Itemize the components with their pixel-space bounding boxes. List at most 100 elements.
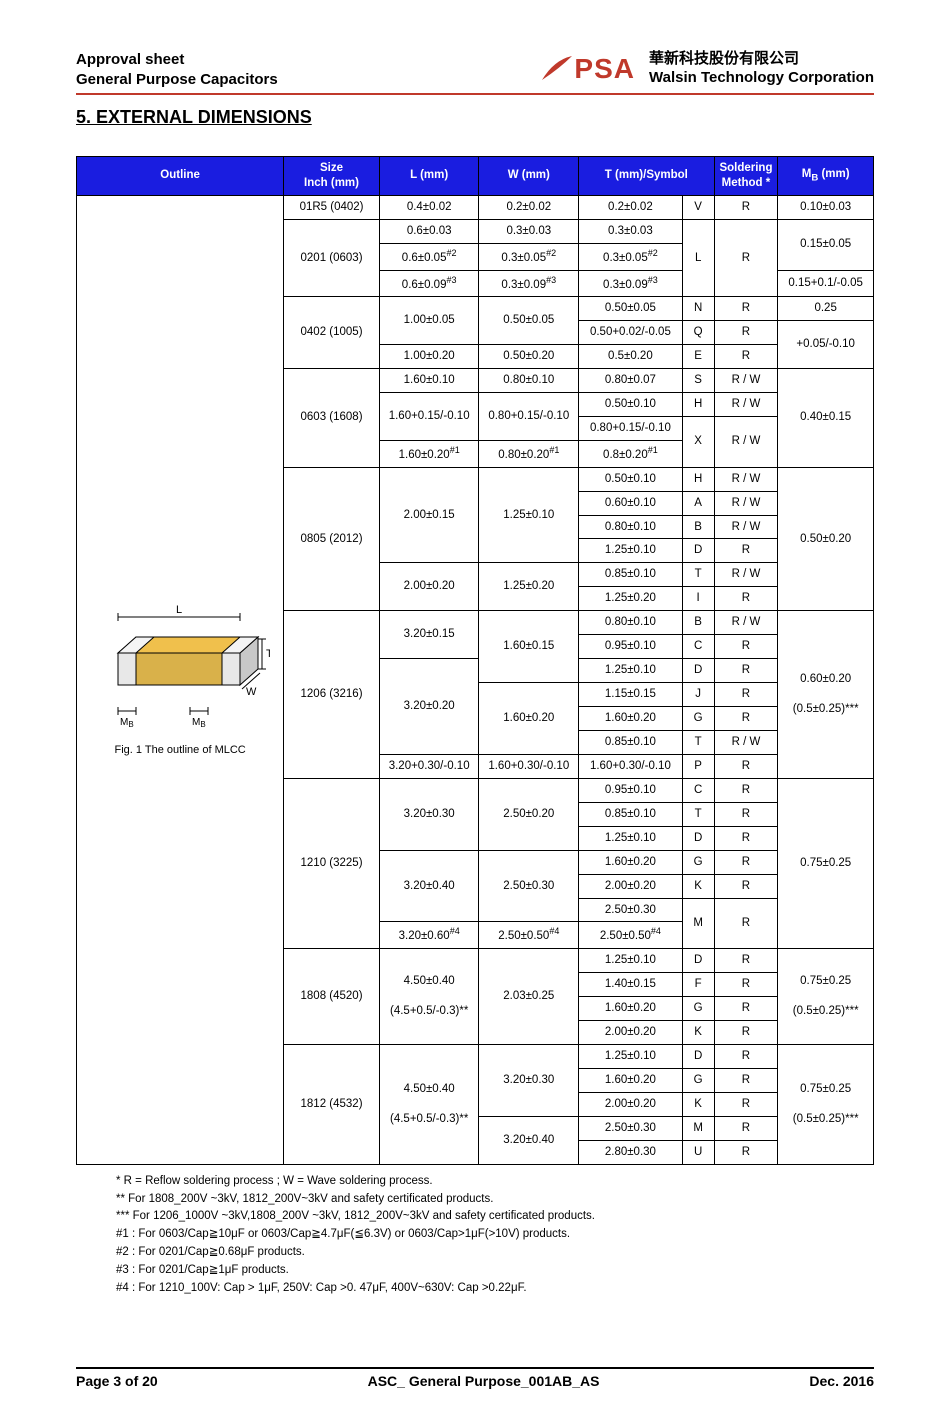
cell-t: 1.60+0.30/-0.10 [579,754,683,778]
cell-w: 0.50±0.20 [479,345,579,369]
col-t: T (mm)/Symbol [579,157,714,196]
cell-t: 1.15±0.15 [579,683,683,707]
cell-symbol: G [682,997,714,1021]
cell-w: 2.50±0.30 [479,850,579,922]
col-soldering: SolderingMethod * [714,157,778,196]
cell-size: 0402 (1005) [284,297,380,369]
cell-w: 1.60±0.15 [479,611,579,683]
footnote-line: #4 : For 1210_100V: Cap > 1μF, 250V: Cap… [116,1280,874,1298]
cell-t: 0.3±0.09#3 [579,270,683,297]
cell-soldering: R [714,778,778,802]
cell-symbol: F [682,973,714,997]
cell-l: 1.60+0.15/-0.10 [379,393,479,441]
svg-text:MB: MB [120,717,134,729]
cell-t: 0.3±0.05#2 [579,243,683,270]
cell-soldering: R [714,297,778,321]
psa-logo: PSA [540,53,635,85]
cell-t: 0.5±0.20 [579,345,683,369]
cell-mb: 0.60±0.20(0.5±0.25)*** [778,611,874,779]
cell-l: 1.60±0.10 [379,369,479,393]
cell-l: 3.20±0.30 [379,778,479,850]
footer-rule [76,1367,874,1369]
cell-symbol: G [682,1068,714,1092]
cell-w: 0.3±0.03 [479,219,579,243]
cell-symbol: M [682,1116,714,1140]
section-title: 5. EXTERNAL DIMENSIONS [76,107,874,128]
footer-doc: ASC_ General Purpose_001AB_AS [368,1373,600,1389]
cell-w: 3.20±0.30 [479,1045,579,1117]
cell-symbol: Q [682,321,714,345]
cell-w: 2.50±0.50#4 [479,922,579,949]
cell-size: 1808 (4520) [284,949,380,1045]
cell-soldering: R [714,874,778,898]
cell-soldering: R [714,850,778,874]
cell-t: 2.00±0.20 [579,874,683,898]
cell-soldering: R [714,321,778,345]
cell-l: 1.60±0.20#1 [379,440,479,467]
cell-t: 1.60±0.20 [579,1068,683,1092]
cell-symbol: B [682,611,714,635]
page-header: Approval sheet General Purpose Capacitor… [76,50,874,89]
cell-symbol: C [682,635,714,659]
cell-mb: 0.15+0.1/-0.05 [778,270,874,297]
cell-soldering: R [714,587,778,611]
cell-soldering: R / W [714,369,778,393]
cell-soldering: R [714,1068,778,1092]
cell-symbol: G [682,707,714,731]
cell-t: 0.85±0.10 [579,730,683,754]
cell-w: 2.50±0.20 [479,778,579,850]
cell-symbol: E [682,345,714,369]
cell-soldering: R / W [714,515,778,539]
cell-soldering: R / W [714,563,778,587]
cell-soldering: R [714,195,778,219]
mlcc-diagram: L T W [90,603,270,733]
page: Approval sheet General Purpose Capacitor… [0,0,950,1419]
cell-soldering: R [714,1021,778,1045]
cell-l: 3.20±0.15 [379,611,479,659]
cell-size: 1210 (3225) [284,778,380,948]
cell-l: 1.00±0.20 [379,345,479,369]
cell-soldering: R [714,754,778,778]
cell-soldering: R [714,1116,778,1140]
header-left: Approval sheet General Purpose Capacitor… [76,50,278,89]
cell-w: 1.60±0.20 [479,683,579,755]
cell-mb: 0.40±0.15 [778,369,874,468]
cell-w: 0.80±0.20#1 [479,440,579,467]
company-zh: 華新科技股份有限公司 [649,50,874,69]
cell-t: 2.80±0.30 [579,1140,683,1164]
cell-t: 1.25±0.10 [579,949,683,973]
cell-t: 1.40±0.15 [579,973,683,997]
cell-symbol: P [682,754,714,778]
outline-cell: L T W [77,195,284,1164]
cell-t: 2.50±0.30 [579,898,683,922]
cell-t: 0.85±0.10 [579,563,683,587]
cell-t: 0.50±0.05 [579,297,683,321]
cell-symbol: D [682,539,714,563]
cell-symbol: T [682,730,714,754]
col-mb: MB (mm) [778,157,874,196]
col-w: W (mm) [479,157,579,196]
cell-symbol: H [682,467,714,491]
cell-soldering: R [714,659,778,683]
cell-t: 2.50±0.50#4 [579,922,683,949]
cell-mb: +0.05/-0.10 [778,321,874,369]
cell-soldering: R [714,1092,778,1116]
col-outline: Outline [77,157,284,196]
company-en: Walsin Technology Corporation [649,69,874,88]
cell-soldering: R [714,219,778,296]
cell-symbol: I [682,587,714,611]
cell-size: 1206 (3216) [284,611,380,779]
cell-soldering: R [714,802,778,826]
cell-t: 0.95±0.10 [579,635,683,659]
cell-soldering: R / W [714,467,778,491]
col-l: L (mm) [379,157,479,196]
cell-w: 1.25±0.20 [479,563,579,611]
cell-l: 0.6±0.05#2 [379,243,479,270]
cell-l: 1.00±0.05 [379,297,479,345]
cell-t: 0.8±0.20#1 [579,440,683,467]
cell-soldering: R [714,539,778,563]
cell-size: 0805 (2012) [284,467,380,611]
cell-w: 0.2±0.02 [479,195,579,219]
cell-symbol: D [682,659,714,683]
cell-symbol: D [682,1045,714,1069]
